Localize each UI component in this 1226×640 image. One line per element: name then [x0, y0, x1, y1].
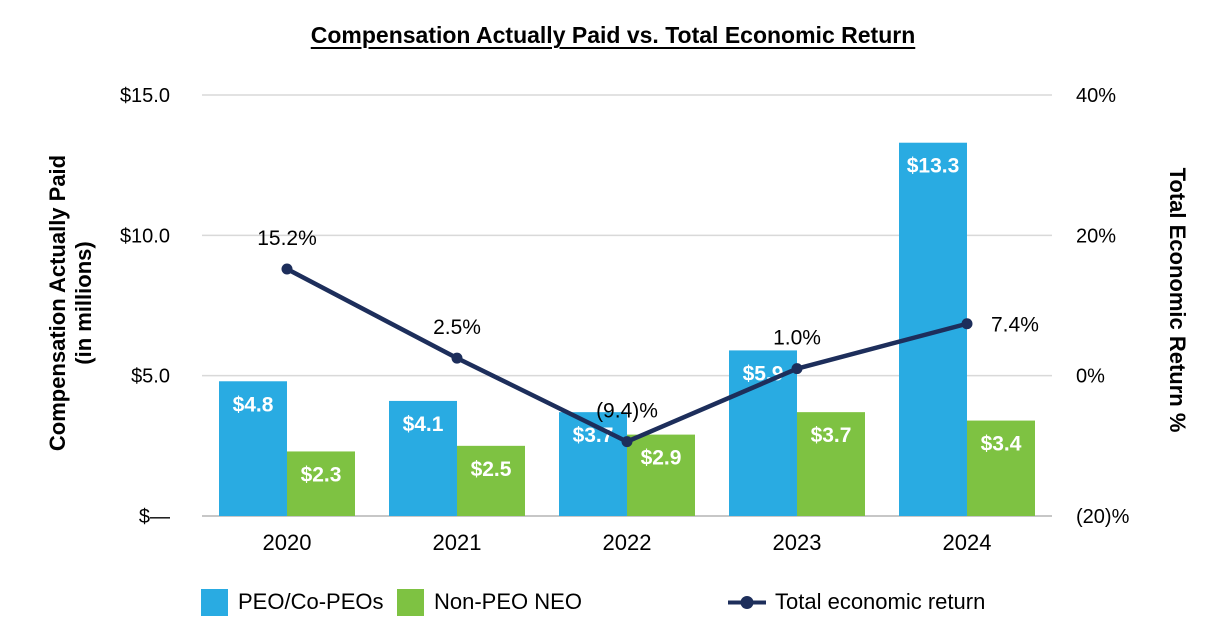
bar-value-label: $2.3 [301, 463, 342, 486]
legend-item-ter: Total economic return [727, 585, 985, 619]
bar-peo [559, 412, 627, 516]
left-axis-tick-label: $— [139, 506, 170, 528]
bar-peo [729, 350, 797, 516]
legend-label-ter: Total economic return [775, 589, 986, 614]
bar-peo [389, 400, 457, 516]
x-category-label: 2022 [603, 530, 652, 555]
ter-point [961, 318, 973, 330]
x-category-label: 2021 [433, 530, 482, 555]
chart-title: Compensation Actually Paid vs. Total Eco… [310, 22, 916, 48]
bar-peo [899, 142, 967, 517]
ter-point-label: 7.4% [991, 314, 1039, 337]
bar-nonpeo [627, 434, 695, 516]
ter-point [451, 352, 463, 364]
bar-peo [219, 381, 287, 516]
peo-swatch-icon [201, 588, 228, 616]
ter-point [281, 263, 293, 275]
legend-item-peo: PEO/Co-PEOs [201, 585, 383, 619]
bar-nonpeo [287, 451, 355, 516]
right-axis-tick-label: 40% [1076, 85, 1116, 107]
right-axis-tick-label: (20)% [1076, 506, 1130, 528]
bar-value-label: $2.9 [641, 447, 682, 470]
ter-point [791, 363, 803, 375]
line-with-dot-icon [728, 595, 766, 609]
legend-item-nonpeo: Non-PEO NEO [397, 585, 582, 619]
legend-label-nonpeo: Non-PEO NEO [434, 589, 582, 614]
ter-point-label: 15.2% [257, 227, 317, 250]
bar-value-label: $13.3 [907, 155, 960, 178]
x-category-label: 2020 [263, 530, 312, 555]
bar-value-label: $2.5 [471, 458, 512, 481]
right-axis-tick-label: 0% [1076, 366, 1105, 388]
bar-value-label: $4.1 [403, 413, 444, 436]
ter-point [621, 436, 633, 448]
bar-nonpeo [457, 445, 525, 516]
bar-value-label: $3.4 [981, 433, 1022, 456]
right-axis-tick-label: 20% [1076, 225, 1116, 247]
left-axis-tick-label: $15.0 [120, 85, 170, 107]
left-axis-tick-label: $10.0 [120, 225, 170, 247]
bar-nonpeo [967, 420, 1035, 516]
bar-value-label: $4.8 [233, 393, 274, 416]
bar-value-label: $3.7 [811, 424, 852, 447]
left-axis-tick-label: $5.0 [131, 366, 170, 388]
legend-label-peo: PEO/Co-PEOs [238, 589, 384, 614]
bar-value-label: $3.7 [573, 424, 614, 447]
ter-point-label: 1.0% [773, 327, 821, 350]
bar-nonpeo [797, 412, 865, 516]
ter-point-label: 2.5% [433, 316, 481, 339]
legend: PEO/Co-PEOs Non-PEO NEO Total economic r… [0, 585, 1226, 621]
x-category-label: 2023 [773, 530, 822, 555]
nonpeo-swatch-icon [397, 588, 424, 616]
ter-point-label: (9.4)% [596, 400, 658, 423]
x-category-label: 2024 [943, 530, 992, 555]
